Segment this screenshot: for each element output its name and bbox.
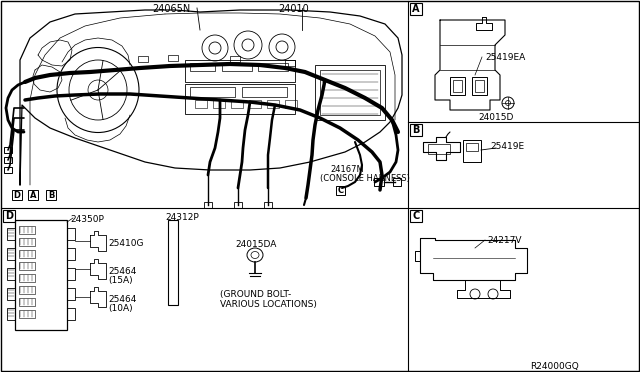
Text: (GROUND BOLT-: (GROUND BOLT-: [220, 290, 291, 299]
Bar: [410, 210, 422, 222]
Bar: [19, 286, 35, 294]
Bar: [249, 100, 261, 108]
Bar: [67, 248, 75, 260]
Text: (15A): (15A): [108, 276, 132, 285]
Bar: [46, 190, 56, 200]
Bar: [466, 143, 478, 151]
Bar: [393, 178, 401, 186]
Bar: [7, 268, 15, 280]
Text: 25419EA: 25419EA: [485, 53, 525, 62]
Bar: [410, 124, 422, 136]
Bar: [231, 100, 243, 108]
Bar: [67, 308, 75, 320]
Bar: [168, 55, 178, 61]
Bar: [67, 288, 75, 300]
Bar: [230, 56, 240, 62]
Text: 24015DA: 24015DA: [235, 240, 276, 249]
Text: A: A: [412, 4, 420, 14]
Bar: [138, 56, 148, 62]
Text: A: A: [29, 190, 36, 199]
Bar: [19, 250, 35, 258]
Text: 24217V: 24217V: [487, 236, 522, 245]
Bar: [222, 63, 252, 71]
Text: (CONSOLE HARNESS): (CONSOLE HARNESS): [320, 174, 410, 183]
Bar: [28, 190, 38, 200]
Text: 25410G: 25410G: [108, 239, 143, 248]
Bar: [195, 100, 207, 108]
Text: B: B: [412, 125, 420, 135]
Bar: [234, 202, 242, 208]
Bar: [19, 274, 35, 282]
Bar: [3, 210, 15, 222]
Bar: [67, 268, 75, 280]
Bar: [410, 3, 422, 15]
Text: D: D: [5, 211, 13, 221]
Bar: [19, 238, 35, 246]
Bar: [7, 288, 15, 300]
Bar: [19, 262, 35, 270]
Bar: [450, 77, 465, 95]
Text: 24015D: 24015D: [478, 113, 513, 122]
Text: 24065N: 24065N: [152, 4, 190, 14]
Bar: [19, 310, 35, 318]
Bar: [67, 228, 75, 240]
Bar: [15, 220, 67, 330]
Bar: [285, 60, 295, 66]
Text: 25464: 25464: [108, 267, 136, 276]
Text: C: C: [337, 186, 344, 195]
Bar: [7, 248, 15, 260]
Text: 24312P: 24312P: [165, 213, 199, 222]
Text: R24000GQ: R24000GQ: [530, 362, 579, 371]
Bar: [4, 167, 12, 173]
Text: B: B: [48, 190, 54, 199]
Text: C: C: [412, 211, 420, 221]
Bar: [7, 308, 15, 320]
Bar: [428, 144, 450, 154]
Bar: [19, 298, 35, 306]
Text: 24350P: 24350P: [70, 215, 104, 224]
Bar: [168, 220, 178, 305]
Bar: [320, 70, 380, 115]
Bar: [213, 100, 225, 108]
Bar: [4, 157, 12, 163]
Bar: [242, 87, 287, 97]
Text: 24167M: 24167M: [330, 165, 364, 174]
Bar: [12, 190, 22, 200]
Text: 25464: 25464: [108, 295, 136, 304]
Bar: [185, 84, 295, 114]
Bar: [258, 63, 288, 71]
Text: VARIOUS LOCATIONS): VARIOUS LOCATIONS): [220, 300, 317, 309]
Bar: [285, 100, 297, 108]
Bar: [264, 202, 272, 208]
Bar: [204, 202, 212, 208]
Bar: [475, 80, 484, 92]
Bar: [185, 60, 295, 82]
Bar: [463, 140, 481, 162]
Text: 25419E: 25419E: [490, 142, 524, 151]
Bar: [336, 186, 345, 195]
Text: 24010: 24010: [278, 4, 308, 14]
Bar: [190, 63, 215, 71]
Text: D: D: [13, 190, 20, 199]
Bar: [315, 65, 385, 120]
Bar: [453, 80, 462, 92]
Bar: [267, 100, 279, 108]
Bar: [7, 228, 15, 240]
Bar: [190, 87, 235, 97]
Bar: [472, 77, 487, 95]
Text: (10A): (10A): [108, 304, 132, 313]
Bar: [4, 147, 12, 153]
Bar: [19, 226, 35, 234]
Bar: [374, 178, 384, 186]
